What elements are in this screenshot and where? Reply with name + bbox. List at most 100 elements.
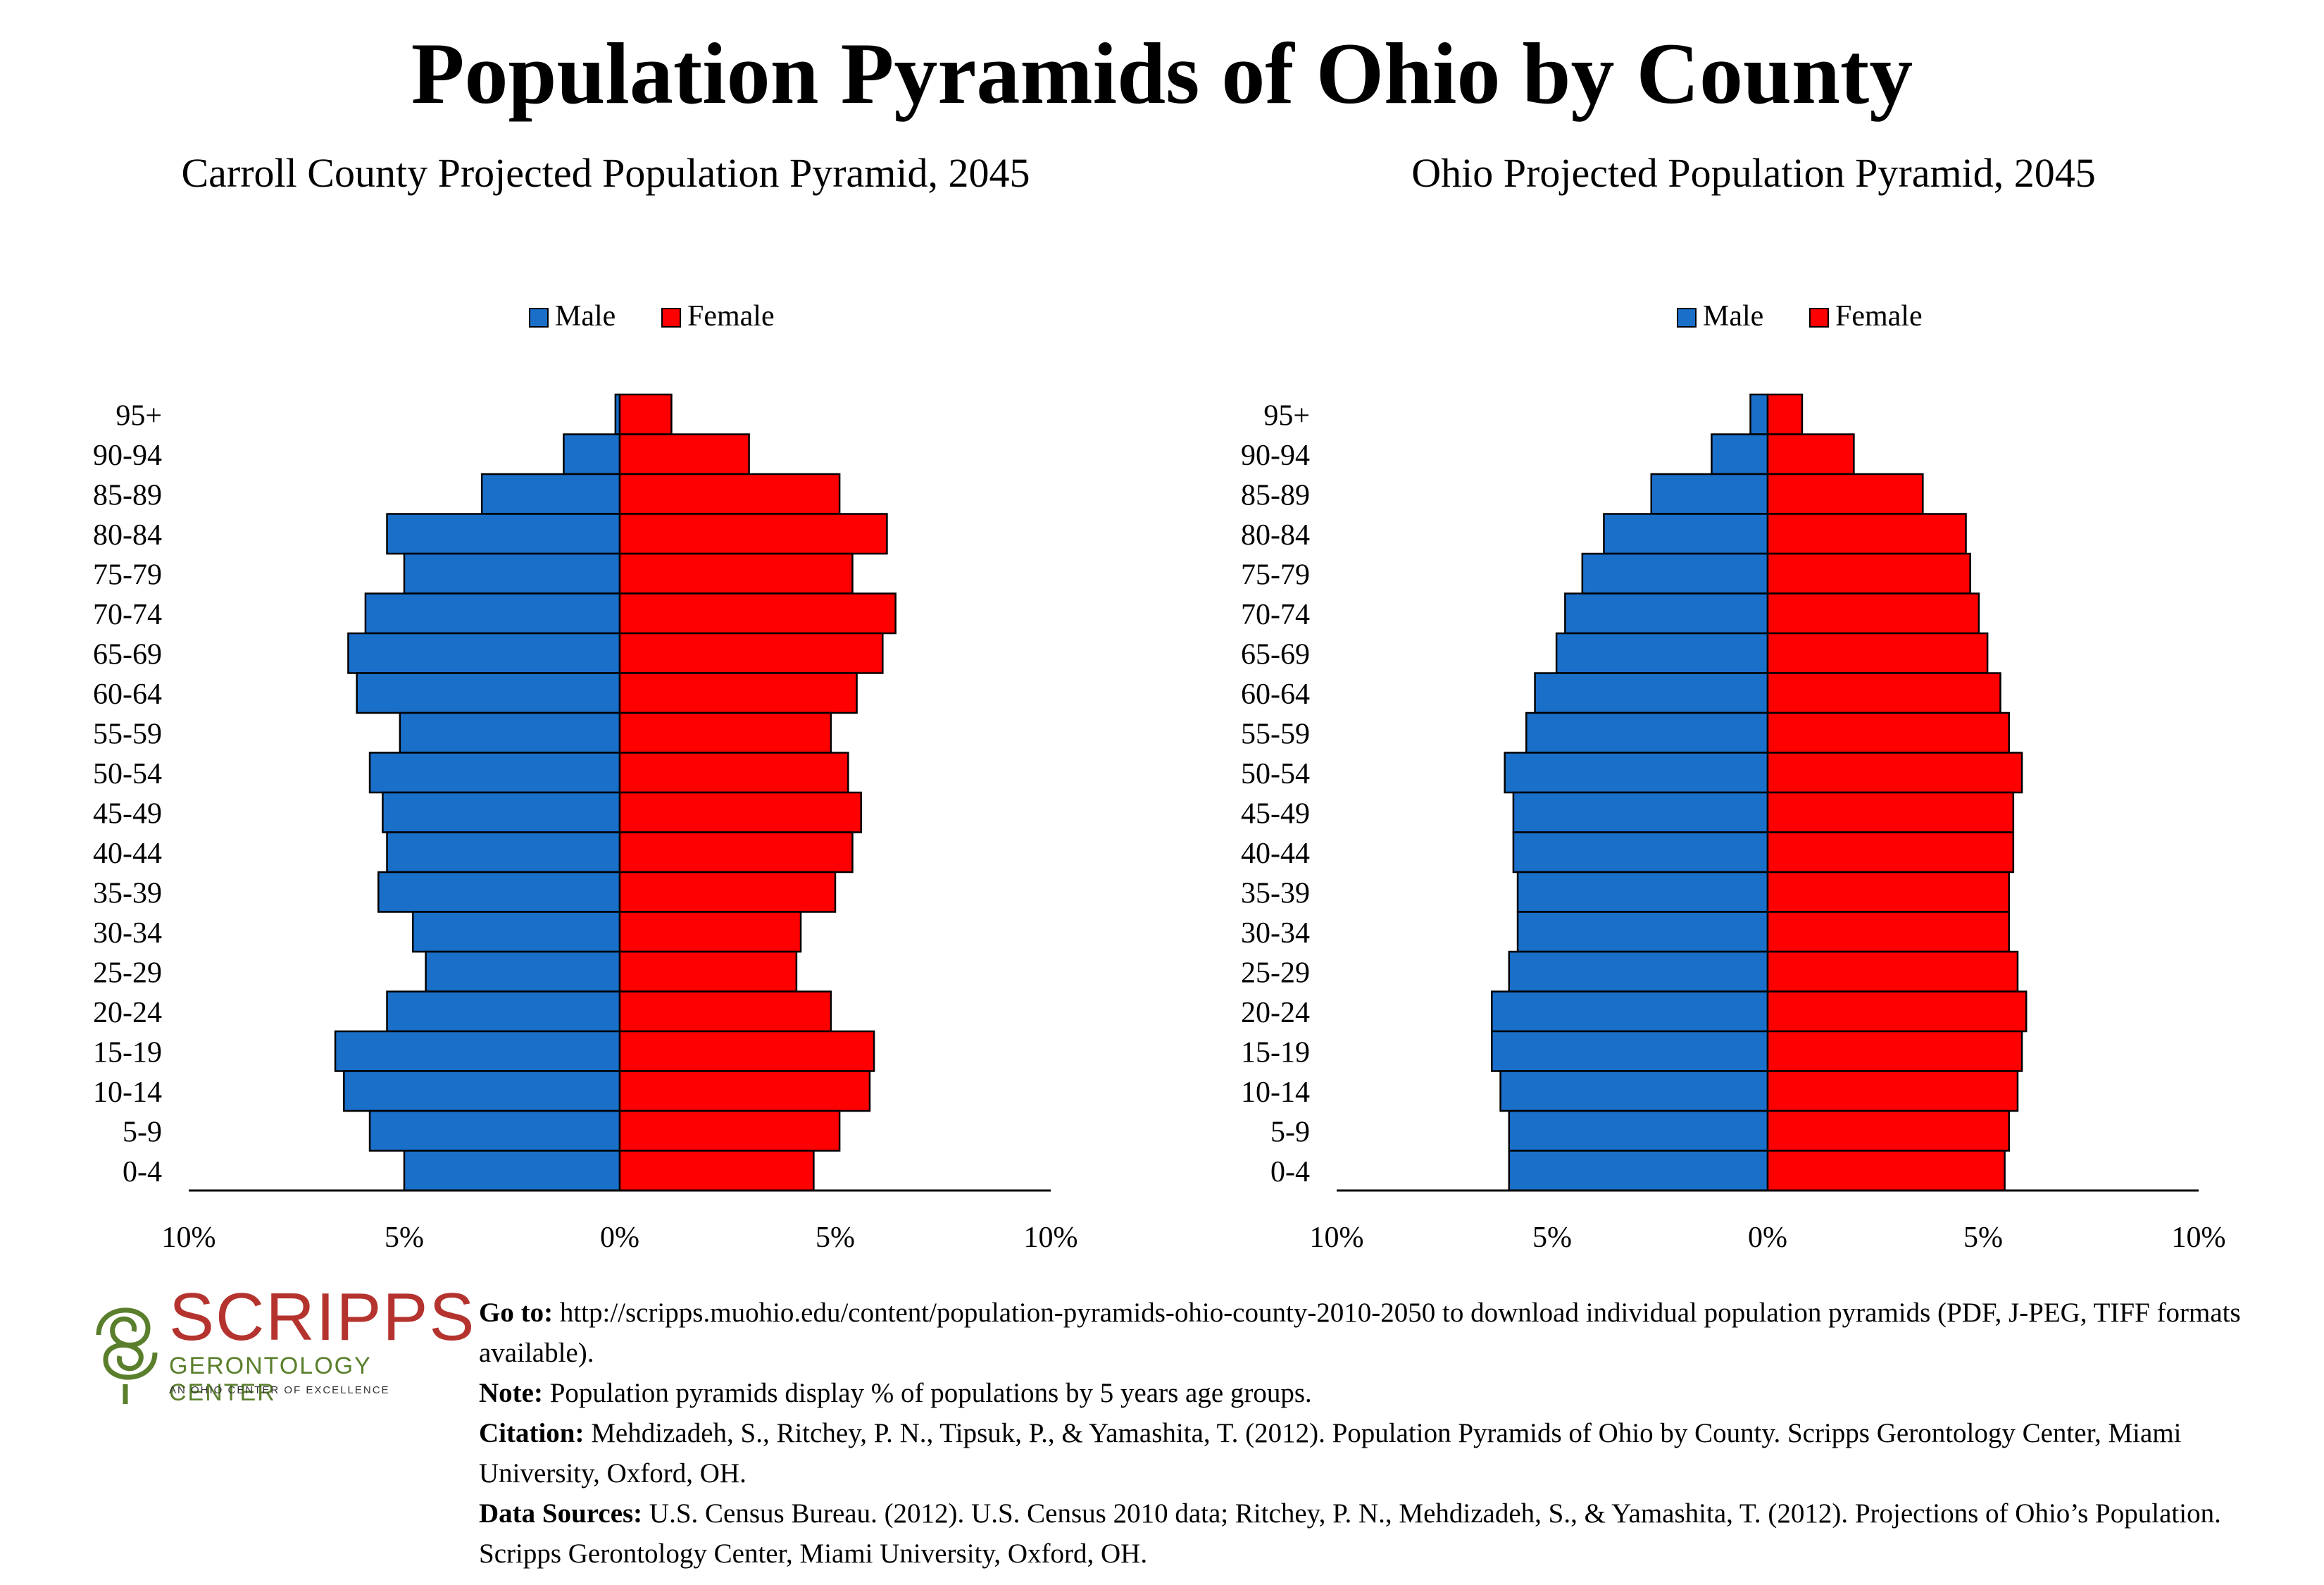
ohio-age-label-20-24: 20-24 (1241, 997, 1310, 1029)
note-line: Note: Population pyramids display % of p… (479, 1373, 2303, 1413)
carroll-age-label-60-64: 60-64 (93, 678, 162, 711)
ohio-bar-male-85-89 (1650, 473, 1769, 515)
ohio-bar-female-10-14 (1766, 1070, 2019, 1112)
carroll-age-label-55-59: 55-59 (93, 718, 162, 750)
carroll-age-label-30-34: 30-34 (93, 917, 162, 950)
carroll-bar-female-30-34 (618, 911, 802, 953)
carroll-bar-female-60-64 (618, 672, 858, 714)
ohio-age-label-65-69: 65-69 (1241, 638, 1310, 671)
ohio-x-tick-0: 10% (1310, 1222, 1364, 1254)
carroll-bar-female-55-59 (618, 711, 832, 754)
ohio-x-tick-1: 5% (1532, 1222, 1572, 1254)
ohio-age-label-10-14: 10-14 (1241, 1076, 1310, 1109)
carroll-bar-female-65-69 (618, 632, 884, 674)
carroll-x-tick-1: 5% (385, 1222, 424, 1254)
ohio-legend-female-swatch (1809, 308, 1829, 328)
ohio-bar-male-25-29 (1508, 950, 1769, 993)
carroll-age-label-85-89: 85-89 (93, 479, 162, 511)
carroll-bar-female-95+ (618, 393, 673, 435)
ohio-age-label-35-39: 35-39 (1241, 877, 1310, 909)
carroll-age-label-45-49: 45-49 (93, 797, 162, 830)
ohio-pyramid-svg: Ohio Projected Population Pyramid, 2045 M… (1241, 150, 2226, 1254)
carroll-age-label-40-44: 40-44 (93, 838, 162, 870)
ohio-bar-male-95+ (1749, 393, 1769, 435)
ohio-bar-male-15-19 (1491, 1030, 1769, 1072)
carroll-bar-male-35-39 (377, 871, 621, 913)
carroll-age-label-70-74: 70-74 (93, 599, 162, 631)
carroll-bar-male-65-69 (347, 632, 621, 674)
carroll-bar-female-10-14 (618, 1070, 871, 1112)
carroll-age-label-90-94: 90-94 (93, 440, 162, 472)
carroll-bar-female-80-84 (618, 513, 888, 555)
citation-line: Citation: Mehdizadeh, S., Ritchey, P. N.… (479, 1413, 2303, 1493)
carroll-bar-female-50-54 (618, 752, 849, 794)
ohio-bar-female-50-54 (1766, 752, 2023, 794)
carroll-bar-male-90-94 (563, 433, 621, 476)
ohio-bar-male-20-24 (1491, 990, 1769, 1033)
carroll-legend-female-swatch (661, 308, 681, 328)
goto-line: Go to: http://scripps.muohio.edu/content… (479, 1293, 2303, 1373)
carroll-age-label-75-79: 75-79 (93, 559, 162, 591)
ohio-bar-female-90-94 (1766, 433, 1855, 476)
logo-subtitle: GERONTOLOGY CENTER (169, 1353, 372, 1406)
ohio-bar-female-95+ (1766, 393, 1804, 435)
ohio-age-label-85-89: 85-89 (1241, 479, 1310, 511)
carroll-chart-title: Carroll County Projected Population Pyra… (181, 150, 1030, 196)
ohio-bar-female-80-84 (1766, 513, 1967, 555)
ohio-bar-male-0-4 (1508, 1150, 1769, 1192)
ohio-bar-male-80-84 (1603, 513, 1769, 555)
ohio-age-label-30-34: 30-34 (1241, 917, 1310, 950)
goto-text: http://scripps.muohio.edu/content/popula… (479, 1298, 2241, 1368)
ohio-bar-male-90-94 (1711, 433, 1769, 476)
carroll-bar-male-15-19 (334, 1030, 621, 1072)
ohio-bar-female-25-29 (1766, 950, 2019, 993)
carroll-bar-male-20-24 (386, 990, 621, 1033)
ohio-bar-female-35-39 (1766, 871, 2010, 913)
logo-wordmark: SCRIPPS (169, 1279, 476, 1355)
ohio-bar-female-45-49 (1766, 791, 2015, 833)
goto-label: Go to: (479, 1298, 554, 1328)
sources-label: Data Sources: (479, 1498, 643, 1529)
carroll-bar-female-90-94 (618, 433, 750, 476)
ohio-age-label-75-79: 75-79 (1241, 559, 1310, 591)
carroll-county-pyramid: Carroll County Projected Population Pyra… (42, 141, 1169, 1268)
carroll-bar-female-70-74 (618, 592, 897, 635)
carroll-bar-male-30-34 (411, 911, 621, 953)
ohio-bar-female-85-89 (1766, 473, 1924, 515)
ohio-bar-female-30-34 (1766, 911, 2010, 953)
note-label: Note: (479, 1378, 543, 1408)
carroll-county-pyramid-svg: Carroll County Projected Population Pyra… (93, 150, 1078, 1254)
ohio-age-label-5-9: 5-9 (1270, 1116, 1310, 1148)
ohio-pyramid: Ohio Projected Population Pyramid, 2045 M… (1190, 141, 2317, 1268)
carroll-legend-male-swatch (529, 308, 549, 328)
carroll-age-label-5-9: 5-9 (123, 1116, 162, 1148)
carroll-bar-male-55-59 (399, 711, 621, 754)
citation-label: Citation: (479, 1418, 585, 1448)
ohio-age-label-25-29: 25-29 (1241, 957, 1310, 989)
ohio-age-label-70-74: 70-74 (1241, 599, 1310, 631)
carroll-bar-female-85-89 (618, 473, 841, 515)
ohio-x-tick-4: 10% (2172, 1222, 2226, 1254)
ohio-bar-female-20-24 (1766, 990, 2028, 1033)
carroll-bar-male-85-89 (480, 473, 621, 515)
ohio-bar-female-40-44 (1766, 831, 2015, 874)
ohio-age-label-80-84: 80-84 (1241, 519, 1310, 552)
ohio-bar-male-65-69 (1555, 632, 1769, 674)
carroll-bar-male-80-84 (386, 513, 621, 555)
carroll-bar-male-75-79 (403, 552, 621, 595)
ohio-legend-male-label: Male (1703, 300, 1763, 332)
page-title: Population Pyramids of Ohio by County (411, 25, 1913, 122)
carroll-x-tick-3: 5% (816, 1222, 855, 1254)
ohio-x-tick-3: 5% (1963, 1222, 2003, 1254)
carroll-age-label-95+: 95+ (115, 399, 162, 432)
ohio-age-label-55-59: 55-59 (1241, 718, 1310, 750)
ohio-bar-male-30-34 (1516, 911, 1769, 953)
ohio-bar-male-45-49 (1512, 791, 1769, 833)
ohio-bar-female-0-4 (1766, 1150, 2006, 1192)
carroll-bar-male-40-44 (386, 831, 621, 874)
carroll-bar-male-45-49 (382, 791, 621, 833)
carroll-age-label-50-54: 50-54 (93, 758, 162, 790)
carroll-bar-male-5-9 (368, 1110, 621, 1152)
carroll-age-label-80-84: 80-84 (93, 519, 162, 552)
ohio-bar-male-75-79 (1581, 552, 1769, 595)
